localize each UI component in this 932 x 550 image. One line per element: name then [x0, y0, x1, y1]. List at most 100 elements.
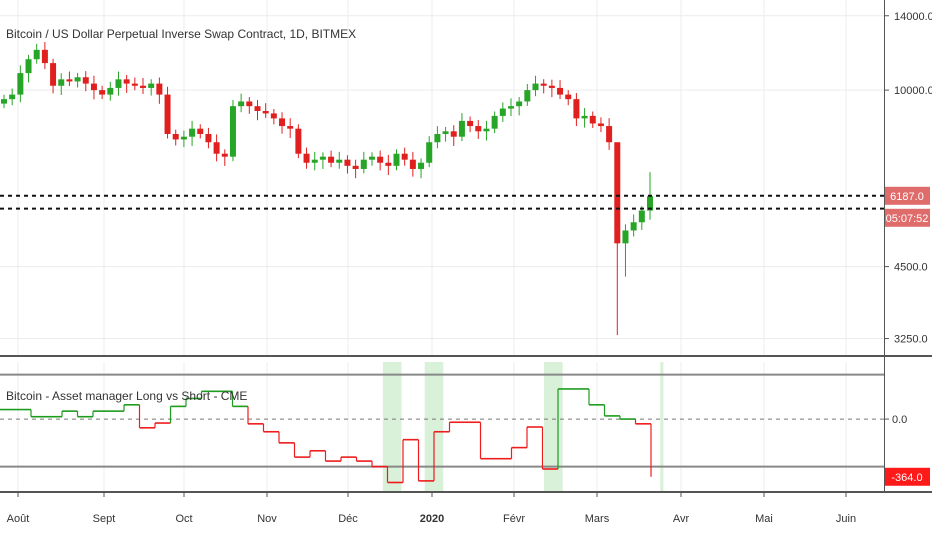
x-tick-label: Déc [338, 513, 358, 525]
x-tick-label: Nov [257, 513, 277, 525]
candle [197, 128, 204, 134]
candle [17, 73, 24, 95]
candle [172, 133, 179, 140]
candle [41, 49, 48, 64]
candle [368, 156, 375, 160]
candle [262, 110, 269, 114]
candle [58, 79, 65, 86]
tag-layer: 6187.0 05:07:52 -364.0 [885, 186, 930, 486]
candle [82, 77, 89, 84]
countdown-label: 05:07:52 [886, 213, 929, 225]
candle [540, 83, 547, 86]
x-tick-label: Juin [836, 513, 856, 525]
candle [532, 83, 539, 91]
y-tick-label: 3250.0 [894, 334, 928, 346]
candle [9, 94, 16, 100]
candle [442, 131, 449, 134]
candle [213, 142, 220, 154]
candle [148, 83, 155, 88]
candle [246, 101, 253, 107]
indicator-title: Bitcoin - Asset manager Long vs Short - … [6, 389, 247, 403]
candle [409, 159, 416, 169]
candle-layer[interactable] [0, 42, 884, 336]
candle [418, 162, 425, 169]
candle [450, 131, 457, 137]
candle [90, 83, 97, 91]
candle [123, 79, 130, 84]
candle [328, 156, 335, 163]
candle [1, 99, 7, 104]
candle [565, 94, 572, 100]
candle [622, 230, 629, 244]
candle [238, 101, 245, 107]
candle [434, 133, 441, 143]
candle [319, 156, 326, 160]
candle [491, 115, 498, 129]
candle [499, 108, 506, 116]
candle [516, 101, 523, 107]
candle [581, 115, 588, 119]
candle [270, 113, 277, 119]
x-tick-label: 2020 [420, 513, 444, 525]
x-tick-label: Mai [755, 513, 773, 525]
candle [74, 77, 81, 82]
indicator-value-label: -364.0 [891, 472, 922, 484]
candle [507, 106, 514, 109]
candle [385, 162, 392, 166]
candle [164, 94, 171, 134]
candle [107, 87, 114, 95]
candle [606, 126, 613, 143]
candle [458, 120, 465, 137]
candle [475, 126, 482, 132]
shaded-region [544, 362, 563, 492]
x-tick-label: Avr [673, 513, 690, 525]
candle [360, 159, 367, 169]
candle [131, 83, 138, 86]
candle [254, 106, 261, 111]
candle [597, 123, 604, 127]
candle [352, 165, 359, 169]
candle [311, 159, 318, 163]
x-tick-label: Oct [175, 513, 192, 525]
candle [401, 153, 408, 160]
candle [295, 128, 302, 154]
candle [630, 222, 637, 231]
candle [189, 128, 196, 137]
candle [573, 99, 580, 119]
candle [638, 210, 645, 223]
x-tick-label: Févr [503, 513, 525, 525]
candle [336, 159, 343, 163]
candle [66, 79, 73, 82]
candle [426, 142, 433, 163]
candle [115, 79, 122, 88]
candle [393, 153, 400, 166]
main-chart-title: Bitcoin / US Dollar Perpetual Inverse Sw… [6, 27, 356, 41]
shade-layer [382, 362, 664, 492]
candle [344, 159, 351, 166]
indicator-layer[interactable] [0, 373, 884, 484]
shaded-region [660, 362, 664, 492]
candle [483, 128, 490, 132]
countdown-box [885, 208, 930, 227]
indicator-y-tick-label: 0.0 [892, 414, 907, 426]
candle [589, 115, 596, 124]
candle [156, 83, 163, 95]
candle [229, 106, 236, 157]
candle [557, 87, 564, 95]
candle [221, 153, 228, 157]
axis-layer: Août Sept Oct Nov Déc 2020 Févr Mars Avr Mai Juin 1… [0, 0, 932, 525]
indicator-value-box [885, 467, 930, 486]
x-tick-label: Mars [585, 513, 610, 525]
shaded-region [424, 362, 444, 492]
y-tick-label: 10000.0 [894, 85, 932, 97]
x-tick-label: Août [7, 513, 30, 525]
candle [303, 153, 310, 163]
candle [287, 126, 294, 129]
candle [377, 156, 384, 163]
candle [467, 120, 474, 127]
candle [279, 118, 286, 127]
candle [33, 49, 40, 60]
price-tag-box [885, 186, 930, 205]
y-tick-label: 14000.0 [894, 11, 932, 23]
